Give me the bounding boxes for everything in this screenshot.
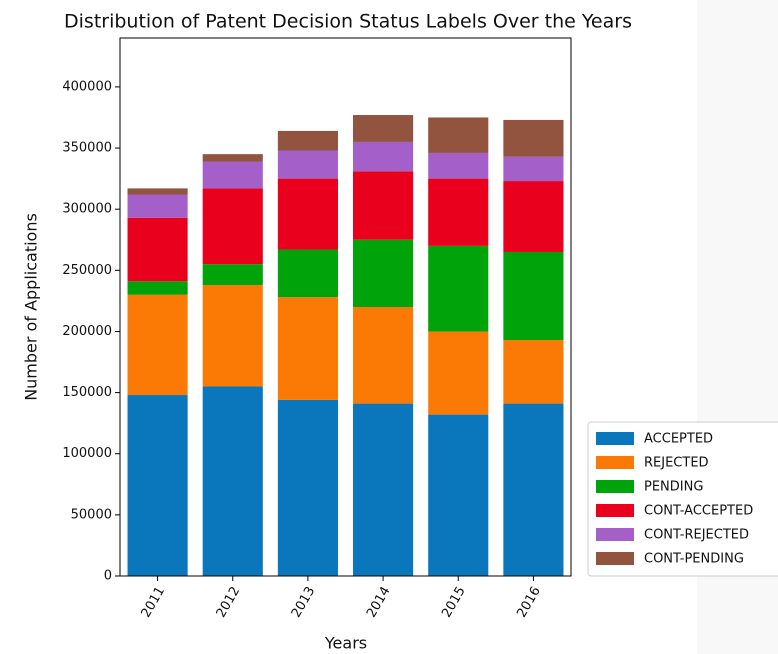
bar-segment xyxy=(428,245,489,332)
chart-title: Distribution of Patent Decision Status L… xyxy=(64,11,632,33)
bar-segment xyxy=(428,152,489,179)
bar-segment xyxy=(277,297,338,400)
y-tick-label: 350000 xyxy=(62,141,112,156)
bar-segment xyxy=(353,239,414,307)
bar-segment xyxy=(503,251,564,341)
bar-segment xyxy=(127,395,188,576)
x-tick-label: 2012 xyxy=(214,584,244,620)
bar-segment xyxy=(503,156,564,182)
bar-segment xyxy=(428,117,489,153)
x-tick-label: 2014 xyxy=(364,584,394,620)
bar-segment xyxy=(503,340,564,404)
plot-frame xyxy=(119,37,572,577)
x-tick-label: 2013 xyxy=(289,584,319,620)
y-tick-label: 0 xyxy=(104,569,112,584)
y-tick-label: 100000 xyxy=(62,446,112,461)
legend-label: PENDING xyxy=(644,480,703,495)
y-tick-label: 400000 xyxy=(62,79,112,94)
legend-label: CONT-REJECTED xyxy=(644,528,749,543)
legend-label: CONT-PENDING xyxy=(644,552,744,567)
y-tick-label: 200000 xyxy=(62,324,112,339)
bar-segment xyxy=(353,141,414,172)
legend-swatch xyxy=(596,552,634,565)
legend-swatch xyxy=(596,456,634,469)
bar-segment xyxy=(428,331,489,415)
bar-segment xyxy=(127,217,188,282)
bar-segment xyxy=(202,161,263,189)
y-tick-label: 300000 xyxy=(62,202,112,217)
legend-label: ACCEPTED xyxy=(644,432,713,447)
bar-segment xyxy=(353,171,414,240)
bar-segment xyxy=(127,194,188,218)
bar-segment xyxy=(277,150,338,179)
bar-segment xyxy=(277,399,338,576)
bar-segment xyxy=(503,119,564,157)
bar-segment xyxy=(127,281,188,295)
bar-segment xyxy=(127,188,188,195)
bar-segment xyxy=(277,249,338,298)
bar-segment xyxy=(428,178,489,246)
bar-segment xyxy=(202,284,263,387)
y-tick-label: 50000 xyxy=(71,507,112,522)
legend-swatch xyxy=(596,504,634,517)
bar-segment xyxy=(127,294,188,396)
legend-label: REJECTED xyxy=(644,456,709,471)
x-tick-label: 2016 xyxy=(514,584,544,620)
legend-swatch xyxy=(596,480,634,493)
y-axis-label: Number of Applications xyxy=(22,213,41,401)
bar-segment xyxy=(353,115,414,142)
x-axis-label: Years xyxy=(324,634,367,653)
legend-swatch xyxy=(596,528,634,541)
bar-segment xyxy=(353,307,414,404)
bar-segment xyxy=(277,130,338,151)
legend-box xyxy=(587,421,778,577)
bar-segment xyxy=(202,264,263,285)
legend-swatch xyxy=(596,432,634,445)
legend-label: CONT-ACCEPTED xyxy=(644,504,753,519)
bar-segment xyxy=(277,178,338,250)
y-tick-label: 150000 xyxy=(62,385,112,400)
bar-segment xyxy=(202,386,263,576)
bar-segment xyxy=(202,188,263,265)
x-tick-label: 2015 xyxy=(439,584,469,620)
bar-segment xyxy=(503,181,564,252)
bar-segment xyxy=(503,403,564,576)
bar-segment xyxy=(353,403,414,576)
x-tick-label: 2011 xyxy=(139,584,169,620)
bar-segment xyxy=(202,154,263,162)
bar-segment xyxy=(428,414,489,576)
y-tick-label: 250000 xyxy=(62,263,112,278)
